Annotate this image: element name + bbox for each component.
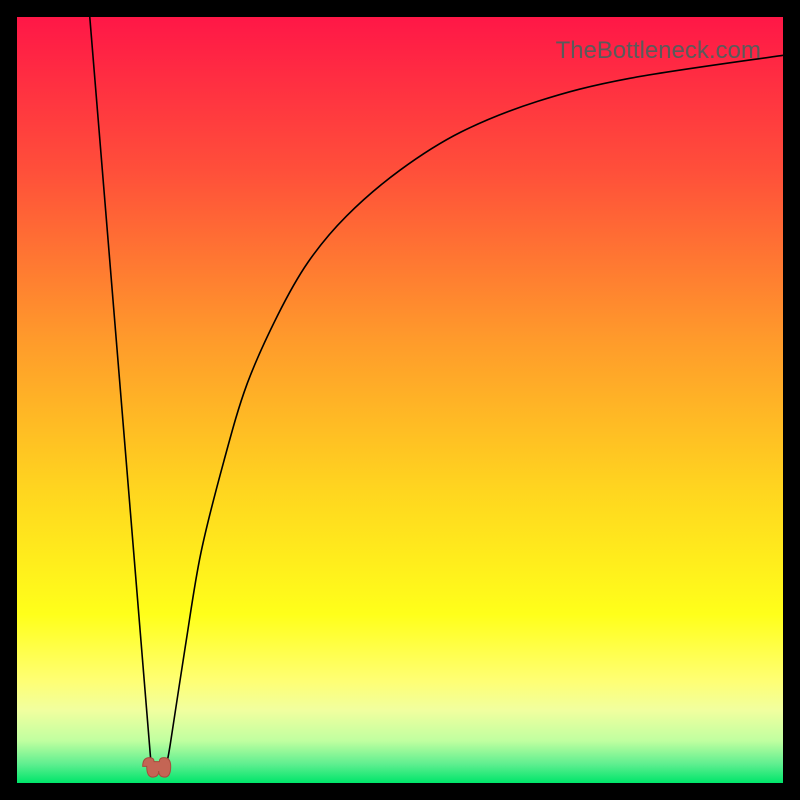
curve-layer <box>17 17 783 783</box>
plot-area <box>17 17 783 783</box>
chart-frame: TheBottleneck.com <box>0 0 800 800</box>
watermark-text: TheBottleneck.com <box>556 37 761 65</box>
right-branch <box>166 55 783 764</box>
minimum-marker <box>143 758 171 777</box>
left-branch <box>90 17 151 764</box>
